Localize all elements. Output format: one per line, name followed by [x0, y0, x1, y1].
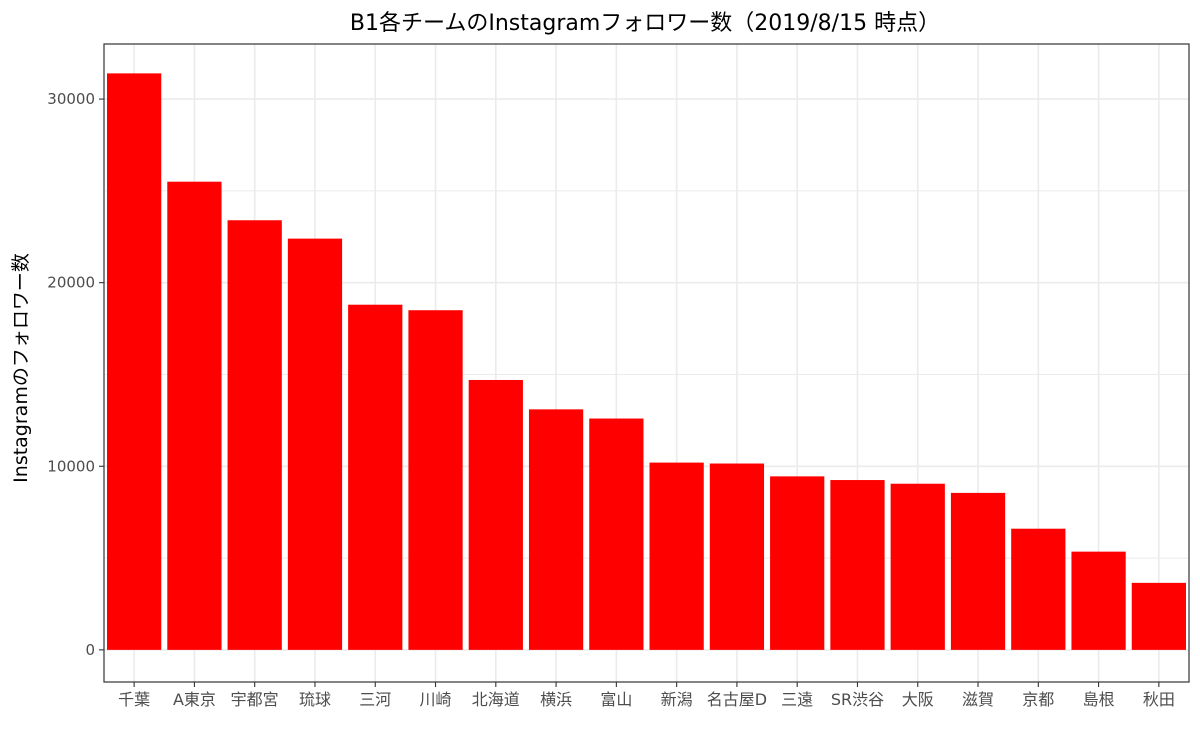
y-axis: 0 10000 20000 30000: [47, 90, 104, 659]
y-tick-label: 20000: [47, 274, 95, 292]
panel-border: [103, 43, 1190, 683]
bar: [770, 476, 825, 650]
bar: [107, 73, 162, 650]
bar: [709, 463, 765, 650]
bars: [107, 73, 1186, 650]
bar: [1131, 582, 1186, 650]
bar: [227, 220, 282, 650]
bar: [950, 492, 1006, 650]
x-tick-label: 島根: [1083, 690, 1115, 709]
bar: [468, 379, 523, 650]
x-tick-label: 名古屋D: [707, 690, 767, 709]
x-tick-label: 三遠: [781, 690, 813, 709]
bar: [1011, 528, 1066, 650]
y-axis-label: Instagramのフォロワー数: [10, 253, 32, 483]
x-tick-label: 新潟: [661, 690, 693, 709]
chart-title: B1各チームのInstagramフォロワー数（2019/8/15 時点）: [350, 11, 940, 36]
x-tick-label: 京都: [1022, 690, 1054, 709]
x-tick-label: 大阪: [902, 690, 934, 709]
y-tick-label: 30000: [47, 90, 95, 108]
bar: [589, 418, 644, 650]
bar: [528, 409, 584, 650]
x-tick-label: 三河: [359, 690, 391, 709]
bar: [287, 238, 343, 650]
x-tick-label: 千葉: [118, 690, 150, 709]
x-axis: 千葉 A東京 宇都宮 琉球 三河 川崎 北海道 横浜 富山 新潟 名古屋D 三遠 SR渋谷 大阪 滋賀 京都 島…: [118, 682, 1175, 709]
x-tick-label: 富山: [600, 690, 632, 709]
y-tick-label: 10000: [47, 457, 95, 475]
bar: [167, 181, 222, 650]
x-tick-label: 秋田: [1143, 690, 1175, 709]
x-tick-label: 琉球: [299, 690, 331, 709]
bar: [348, 304, 403, 650]
bar: [408, 310, 463, 650]
bar: [830, 480, 885, 650]
x-tick-label: 横浜: [540, 690, 572, 709]
bar: [1071, 551, 1126, 650]
x-tick-label: 川崎: [420, 690, 452, 709]
x-tick-label: 北海道: [472, 690, 520, 709]
x-tick-label: SR渋谷: [831, 690, 884, 709]
y-tick-label: 0: [85, 641, 95, 659]
bar: [649, 462, 704, 650]
bar: [890, 483, 945, 650]
x-tick-label: 宇都宮: [231, 690, 279, 709]
x-tick-label: 滋賀: [962, 690, 994, 709]
x-tick-label: A東京: [173, 690, 216, 709]
